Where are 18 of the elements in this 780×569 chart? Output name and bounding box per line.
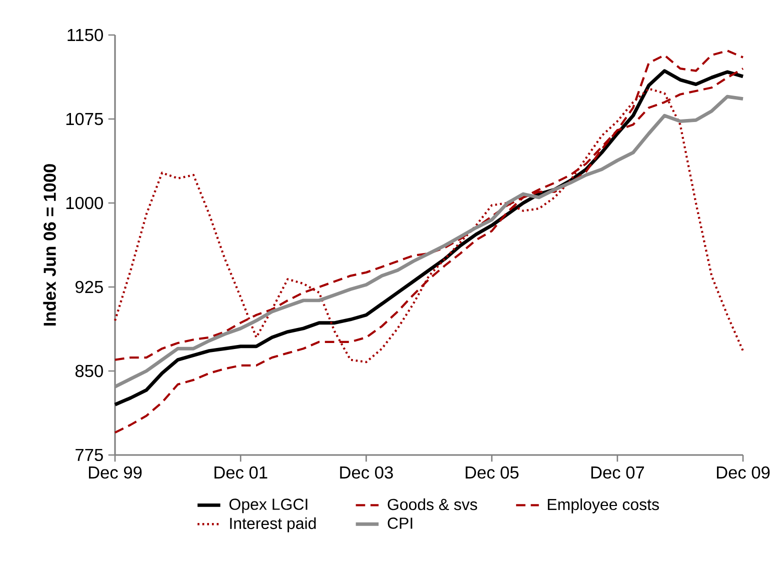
x-tick-label: Dec 09 — [716, 466, 770, 479]
x-tick-label: Dec 07 — [591, 466, 644, 479]
y-tick-label: 1075 — [66, 112, 103, 126]
y-axis-title: Index Jun 06 = 1000 — [43, 164, 56, 326]
x-tick-label: Dec 01 — [214, 466, 268, 479]
legend-label: Opex LGCI — [229, 498, 308, 514]
x-tick-label: Dec 05 — [466, 466, 519, 479]
x-tick-label: Dec 99 — [88, 466, 142, 479]
y-tick-label: 850 — [75, 364, 103, 378]
x-tick-label: Dec 03 — [340, 466, 393, 479]
legend-label: Interest paid — [230, 517, 316, 532]
y-tick-label: 1150 — [68, 28, 103, 42]
legend-label: Employee costs — [548, 498, 659, 514]
legend-label: CPI — [388, 518, 412, 529]
legend-label: Goods & svs — [388, 498, 478, 510]
y-tick-label: 1000 — [66, 196, 103, 210]
y-tick-label: 925 — [76, 280, 103, 294]
y-tick-label: 775 — [76, 448, 103, 462]
